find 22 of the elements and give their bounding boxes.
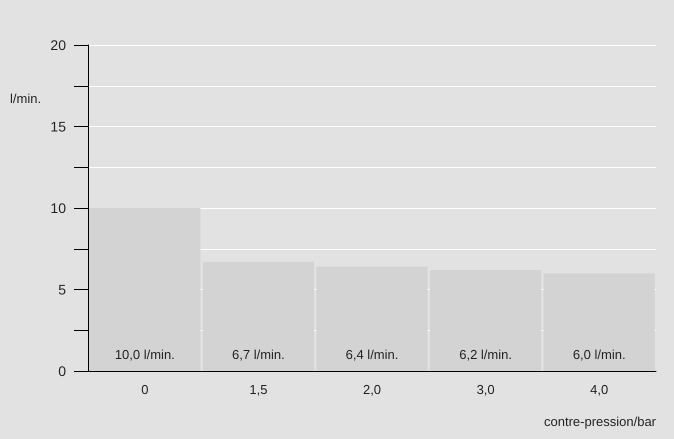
y-tick-label: 0 bbox=[58, 363, 66, 379]
x-tick-label: 0 bbox=[141, 382, 148, 397]
bar bbox=[544, 273, 655, 371]
y-tick-label: 10 bbox=[50, 200, 66, 216]
y-tick-label: 15 bbox=[50, 118, 66, 134]
bar bbox=[89, 208, 200, 371]
data-label: 6,7 l/min. bbox=[232, 347, 285, 362]
data-label: 6,4 l/min. bbox=[346, 347, 398, 362]
x-axis-title: contre-pression/bar bbox=[544, 414, 657, 429]
y-tick-label: 5 bbox=[58, 282, 66, 298]
bar bbox=[202, 262, 314, 371]
y-axis-title: l/min. bbox=[10, 91, 42, 106]
data-label: 6,2 l/min. bbox=[459, 347, 512, 362]
data-label: 10,0 l/min. bbox=[114, 347, 175, 362]
x-tick-label: 2,0 bbox=[362, 382, 382, 397]
x-tick-label: 1,5 bbox=[249, 382, 268, 397]
bar bbox=[430, 270, 542, 371]
y-tick-label: 20 bbox=[50, 37, 66, 53]
x-tick-label: 3,0 bbox=[476, 382, 495, 397]
data-label: 6,0 l/min. bbox=[572, 347, 626, 362]
x-tick-label: 4,0 bbox=[590, 382, 608, 397]
bar bbox=[316, 266, 428, 371]
